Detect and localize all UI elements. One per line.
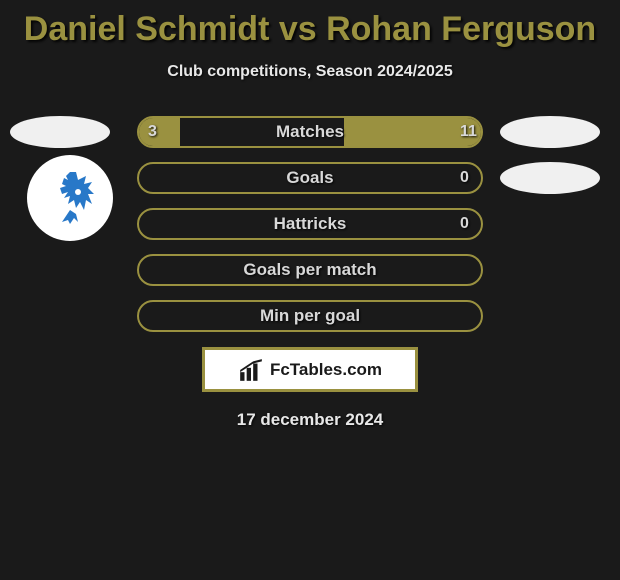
page-subtitle: Club competitions, Season 2024/2025 — [0, 63, 620, 81]
brand-box: FcTables.com — [202, 347, 418, 392]
bar-track — [137, 254, 483, 286]
chart-row: Goals per match — [0, 247, 620, 293]
chart-row: Hattricks0 — [0, 201, 620, 247]
bar-fill-right — [344, 118, 481, 146]
bar-track — [137, 162, 483, 194]
player-badge-right — [500, 162, 600, 194]
player-badge-right — [500, 116, 600, 148]
chart-row: Min per goal — [0, 293, 620, 339]
player-badge-left — [10, 116, 110, 148]
chart-row: Goals0 — [0, 155, 620, 201]
date-text: 17 december 2024 — [0, 410, 620, 430]
chart-row: Matches311 — [0, 109, 620, 155]
bar-track — [137, 300, 483, 332]
comparison-chart: Matches311Goals0Hattricks0Goals per matc… — [0, 109, 620, 339]
chart-bars-icon — [238, 357, 264, 383]
bar-track — [137, 208, 483, 240]
brand-text: FcTables.com — [270, 360, 382, 380]
bar-track — [137, 116, 483, 148]
page-title: Daniel Schmidt vs Rohan Ferguson — [0, 0, 620, 49]
bar-fill-left — [139, 118, 180, 146]
